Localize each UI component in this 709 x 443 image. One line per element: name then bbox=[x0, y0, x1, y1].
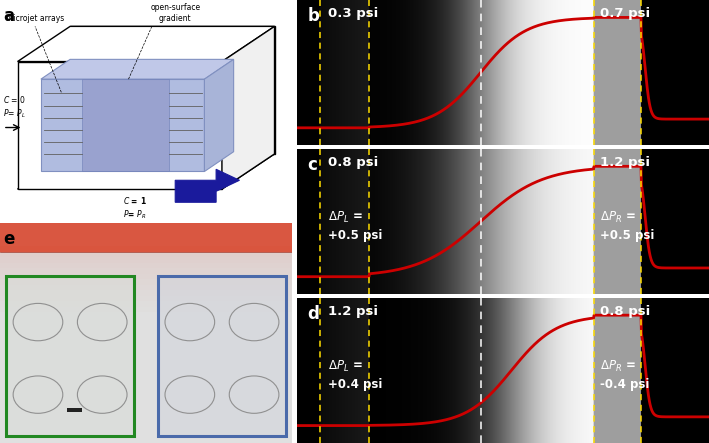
Text: open-surface
gradient: open-surface gradient bbox=[150, 4, 200, 23]
Text: 1.2 psi: 1.2 psi bbox=[600, 156, 650, 169]
Bar bbox=[0, 307, 292, 312]
Bar bbox=[0, 257, 292, 263]
Text: d: d bbox=[308, 305, 320, 323]
Text: $\Delta P_L$ =
+0.5 psi: $\Delta P_L$ = +0.5 psi bbox=[328, 210, 383, 242]
Polygon shape bbox=[82, 79, 169, 171]
Bar bbox=[0, 274, 292, 279]
Bar bbox=[6, 276, 134, 436]
Polygon shape bbox=[175, 169, 240, 202]
Polygon shape bbox=[18, 27, 274, 62]
Bar bbox=[157, 276, 286, 436]
Bar bbox=[6, 276, 134, 436]
Bar bbox=[0, 223, 292, 252]
Text: microjet arrays: microjet arrays bbox=[6, 14, 65, 23]
Text: $\Delta P_R$ =
+0.5 psi: $\Delta P_R$ = +0.5 psi bbox=[600, 210, 654, 242]
Text: 0.8 psi: 0.8 psi bbox=[328, 156, 379, 169]
Bar bbox=[0, 268, 292, 274]
Bar bbox=[0, 301, 292, 307]
Text: 0.7 psi: 0.7 psi bbox=[600, 7, 650, 20]
Bar bbox=[0, 285, 292, 290]
Text: $P$= $P_L$: $P$= $P_L$ bbox=[3, 108, 26, 120]
Text: e: e bbox=[3, 230, 14, 248]
Text: $\Delta P_L$ =
+0.4 psi: $\Delta P_L$ = +0.4 psi bbox=[328, 359, 383, 391]
Bar bbox=[0, 279, 292, 285]
Text: $\Delta P_R$ =
-0.4 psi: $\Delta P_R$ = -0.4 psi bbox=[600, 359, 649, 391]
Polygon shape bbox=[18, 62, 222, 189]
Text: a: a bbox=[3, 7, 14, 25]
Bar bbox=[0, 263, 292, 268]
Bar bbox=[0, 290, 292, 295]
Text: $P$= $P_R$: $P$= $P_R$ bbox=[123, 209, 146, 221]
Text: 1.2 psi: 1.2 psi bbox=[328, 305, 378, 318]
Bar bbox=[157, 276, 286, 436]
Bar bbox=[0, 295, 292, 301]
Bar bbox=[0, 246, 292, 252]
Polygon shape bbox=[222, 27, 274, 189]
Text: b: b bbox=[308, 7, 320, 25]
Text: c: c bbox=[308, 156, 318, 174]
Text: $C$ = 0: $C$ = 0 bbox=[3, 94, 26, 105]
Polygon shape bbox=[204, 59, 234, 171]
Bar bbox=[0, 252, 292, 257]
Polygon shape bbox=[41, 59, 234, 79]
Text: 0.8 psi: 0.8 psi bbox=[600, 305, 650, 318]
Text: $C$ = 1: $C$ = 1 bbox=[123, 195, 147, 206]
Polygon shape bbox=[41, 79, 204, 171]
Text: 0.3 psi: 0.3 psi bbox=[328, 7, 379, 20]
Bar bbox=[67, 408, 82, 412]
